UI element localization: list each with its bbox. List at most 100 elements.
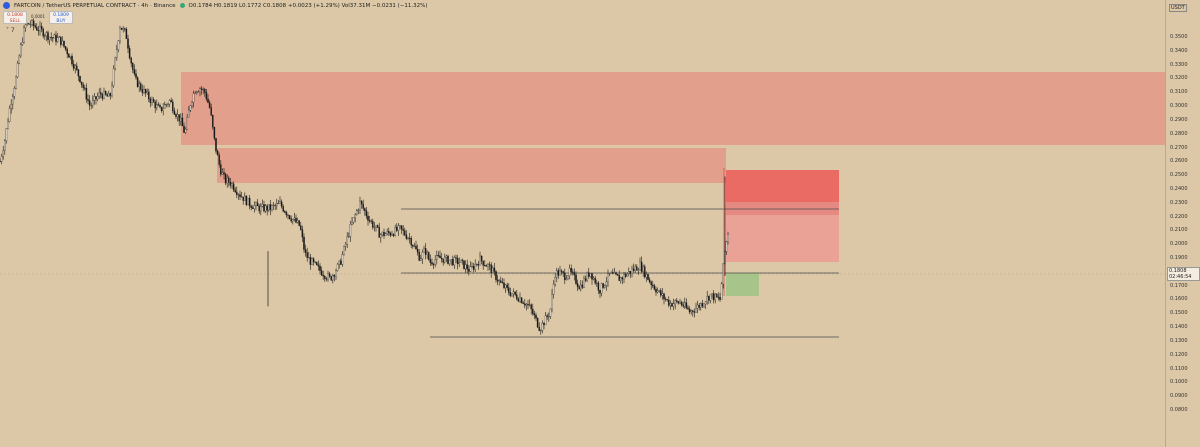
candle-body <box>204 89 206 93</box>
candle-body <box>63 40 65 47</box>
supply-zone-upper[interactable] <box>181 72 1165 145</box>
candle-body <box>173 110 176 115</box>
candle-body <box>39 26 41 32</box>
candle-body <box>21 42 24 45</box>
entry-box[interactable] <box>726 273 759 296</box>
candle-body <box>405 234 408 239</box>
candle-body <box>658 290 660 292</box>
candle-body <box>608 273 611 275</box>
candle-body <box>488 264 491 266</box>
candle-body <box>468 269 470 272</box>
candle-body <box>512 291 515 294</box>
candle-body <box>709 294 712 301</box>
candle-body <box>79 75 81 83</box>
candle-body <box>176 114 179 117</box>
candle-body <box>485 265 488 267</box>
candle-body <box>26 23 28 25</box>
price-tick-label: 0.3500 <box>1170 34 1188 40</box>
candle-body <box>108 93 110 97</box>
candle-body <box>111 85 113 96</box>
price-axis[interactable]: USDT 0.3500 0.3400 0.3300 0.3200 0.3100 0.300… <box>1165 0 1200 447</box>
candle-body <box>55 34 57 42</box>
candle-body <box>29 24 32 25</box>
candle-body <box>18 55 20 64</box>
candle-body <box>360 200 363 205</box>
candle-body <box>400 225 403 230</box>
candle-body <box>573 272 576 276</box>
candle-body <box>533 313 536 316</box>
candle-body <box>536 317 539 328</box>
candle-body <box>717 296 720 298</box>
price-tick-label: 0.3000 <box>1170 103 1188 110</box>
candle-body <box>144 89 147 94</box>
candle-body <box>557 270 560 276</box>
candle-body <box>96 96 99 100</box>
candle-body <box>344 243 347 247</box>
candle-body <box>253 205 256 209</box>
sell-button[interactable]: 0.1808 SELL <box>3 11 27 24</box>
short-position-stop[interactable] <box>726 170 839 203</box>
candle-body <box>556 270 558 278</box>
candle-body <box>692 310 694 312</box>
candle-body <box>196 91 198 93</box>
candle-body <box>581 284 584 288</box>
candle-body <box>644 266 646 278</box>
candle-body <box>458 262 460 265</box>
candle-body <box>484 265 486 267</box>
candle-body <box>560 270 563 272</box>
candle-body <box>404 230 406 236</box>
candle-body <box>44 35 46 37</box>
price-chart[interactable] <box>0 0 1165 447</box>
candle-body <box>183 125 185 133</box>
candle-body <box>399 225 401 227</box>
candle-body <box>543 323 545 326</box>
candle-body <box>354 214 356 218</box>
candle-body <box>637 269 640 271</box>
candle-body <box>640 261 643 272</box>
candle-body <box>132 63 134 70</box>
candle-body <box>84 87 86 89</box>
candle-body <box>471 266 473 267</box>
candle-body <box>375 225 377 228</box>
candle-body <box>509 292 512 296</box>
candle-body <box>136 77 139 87</box>
candle-body <box>159 105 161 108</box>
candle-body <box>541 323 544 331</box>
candle-body <box>140 83 142 90</box>
candle-body <box>60 36 62 45</box>
candle-body <box>165 104 168 106</box>
candle-body <box>703 303 705 307</box>
candle-body <box>428 252 430 260</box>
candle-body <box>66 48 68 55</box>
candle-body <box>389 232 392 236</box>
candle-body <box>277 203 280 205</box>
candle-body <box>607 273 609 283</box>
candle-body <box>194 92 196 94</box>
candle-body <box>109 93 112 96</box>
candle-body <box>240 196 243 198</box>
candle-body <box>223 172 225 175</box>
candle-body <box>647 274 649 280</box>
price-tick-label: 0.3300 <box>1170 61 1188 68</box>
candle-body <box>324 276 326 279</box>
candle-body <box>690 310 692 313</box>
candle-body <box>490 264 492 273</box>
price-tick-label: 0.3100 <box>1170 89 1188 96</box>
candle-body <box>460 259 462 263</box>
candle-body <box>397 225 400 231</box>
supply-zone-lower[interactable] <box>217 148 726 183</box>
candle-body <box>218 154 220 165</box>
candle-body <box>525 304 528 306</box>
currency-unit[interactable]: USDT <box>1169 4 1187 12</box>
candle-body <box>346 236 348 245</box>
symbol-title[interactable]: FARTCOIN / TetherUS PERPETUAL CONTRACT ·… <box>14 2 176 9</box>
candle-body <box>610 272 612 274</box>
candle-body <box>300 225 302 230</box>
candle-body <box>319 265 321 271</box>
candle-body <box>202 89 204 91</box>
candle-body <box>287 214 289 216</box>
indicators-collapse-button[interactable]: ˅ 7 <box>6 27 15 34</box>
candle-body <box>149 98 152 103</box>
candle-body <box>663 293 665 300</box>
buy-button[interactable]: 0.1809 BUY <box>49 11 73 24</box>
